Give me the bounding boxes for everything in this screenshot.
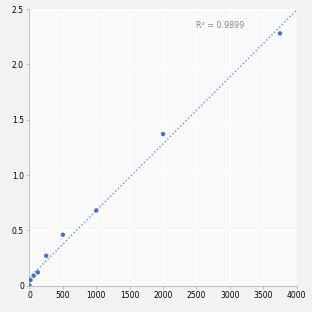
Point bbox=[27, 283, 32, 288]
Point bbox=[28, 278, 33, 283]
Point bbox=[61, 232, 66, 237]
Point bbox=[277, 31, 282, 36]
Point bbox=[44, 253, 49, 258]
Point bbox=[31, 273, 36, 278]
Text: R² = 0.9899: R² = 0.9899 bbox=[197, 21, 245, 30]
Point bbox=[161, 132, 166, 137]
Point bbox=[35, 270, 40, 275]
Point bbox=[94, 208, 99, 213]
